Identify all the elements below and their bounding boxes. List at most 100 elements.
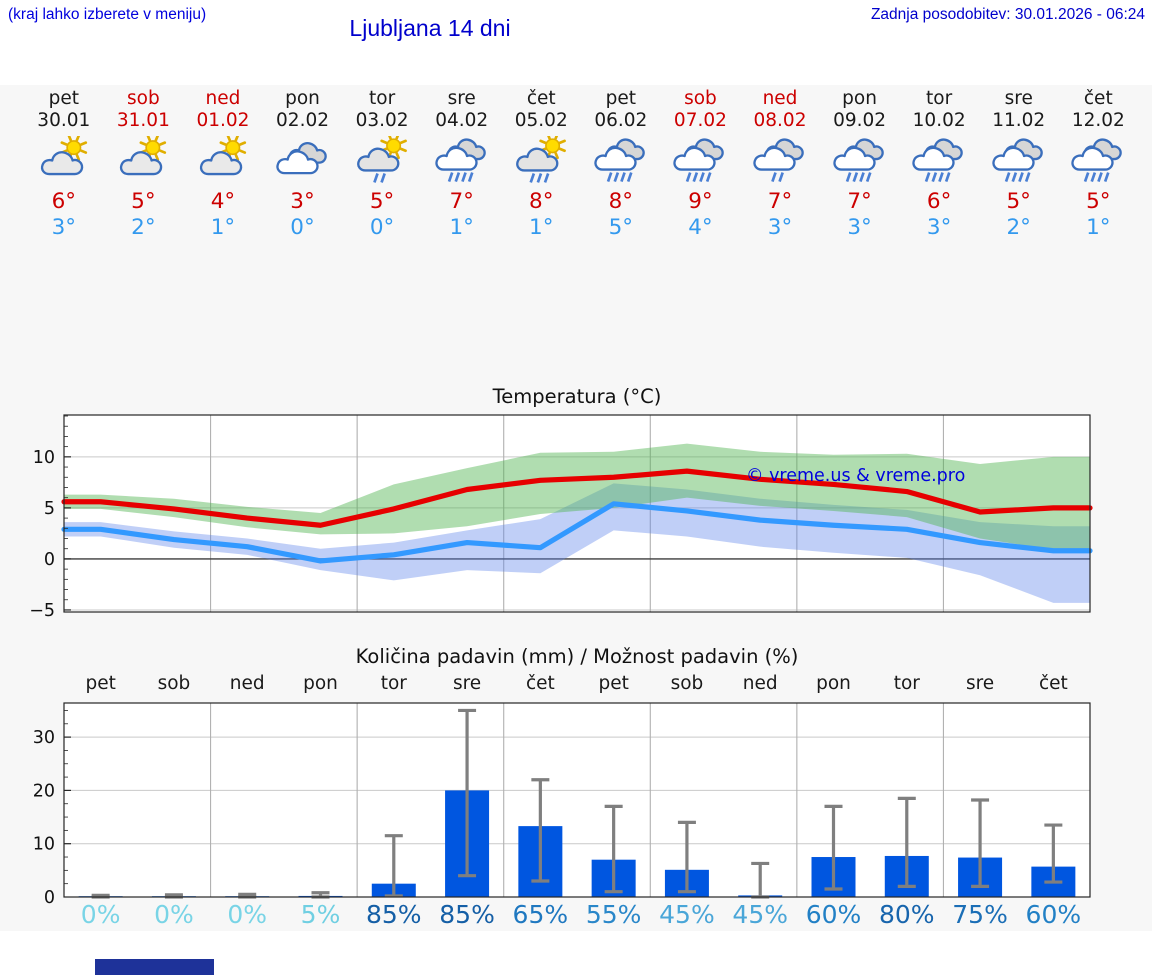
precip-probability: 80% — [878, 900, 935, 929]
day-column-02.02[interactable]: pon 02.02 3° 0° — [263, 88, 343, 241]
clouds-rain-icon — [912, 138, 963, 182]
temp-max: 7° — [847, 189, 872, 214]
day-date: 07.02 — [673, 110, 727, 131]
day-date: 06.02 — [594, 110, 648, 131]
precip-probability: 0% — [154, 900, 194, 929]
day-name: sob — [127, 88, 160, 109]
temp-min: 0° — [290, 215, 315, 240]
precip-day-label: sre — [452, 673, 482, 694]
precip-probability: 0% — [227, 900, 268, 929]
day-date: 11.02 — [992, 110, 1046, 131]
day-column-07.02[interactable]: sob 07.02 9° 4° — [661, 88, 741, 241]
precip-probability: 60% — [1025, 900, 1082, 929]
temp-max: 5° — [369, 189, 395, 214]
temp-max: 5° — [1006, 189, 1031, 214]
precipitation-chart-title: Količina padavin (mm) / Možnost padavin … — [355, 645, 799, 668]
day-name: pet — [605, 88, 637, 109]
temp-max: 7° — [767, 189, 793, 214]
temp-max: 9° — [688, 189, 713, 214]
temp-min: 1° — [1086, 215, 1111, 240]
temp-max: 8° — [608, 189, 634, 214]
sun-cloud-icon — [120, 136, 167, 176]
temp-min: 3° — [926, 215, 952, 240]
day-name: sre — [447, 88, 476, 109]
temp-min: 5° — [608, 215, 634, 240]
day-column-05.02[interactable]: čet 05.02 8° 1° — [501, 88, 581, 241]
day-column-30.01[interactable]: pet 30.01 6° 3° — [24, 88, 104, 241]
temp-max: 6° — [926, 189, 952, 214]
day-column-12.02[interactable]: čet 12.02 5° 1° — [1059, 88, 1139, 241]
precip-probability: 75% — [952, 900, 1008, 929]
day-date: 09.02 — [833, 110, 887, 131]
temp-min: 1° — [529, 215, 554, 240]
temp-max: 4° — [210, 189, 236, 214]
precip-probability: 85% — [365, 900, 422, 929]
precip-day-label: sre — [965, 673, 995, 694]
day-date: 05.02 — [514, 110, 568, 131]
precip-probability: 55% — [585, 900, 642, 929]
day-date: 04.02 — [435, 110, 489, 131]
day-date: 08.02 — [753, 110, 807, 131]
precip-day-label: čet — [525, 673, 555, 694]
temp-max: 5° — [131, 189, 156, 214]
temp-min: 1° — [210, 215, 236, 240]
precip-day-label: ned — [229, 673, 265, 694]
day-date: 02.02 — [276, 110, 329, 131]
precip-day-label: pon — [816, 673, 851, 694]
precip-day-label: tor — [380, 673, 407, 694]
temperature-chart-title: Temperatura (°C) — [492, 385, 662, 408]
last-update-text: Zadnja posodobitev: 30.01.2026 - 06:24 — [870, 6, 1145, 23]
day-column-31.01[interactable]: sob 31.01 5° 2° — [104, 88, 184, 241]
precip-probability: 45% — [732, 900, 788, 929]
day-name: pon — [842, 88, 877, 109]
day-name: čet — [526, 88, 556, 109]
day-name: tor — [926, 88, 953, 109]
menu-hint-text: (kraj lahko izberete v meniju) — [8, 6, 207, 23]
precip-day-label: sob — [670, 673, 704, 694]
day-date: 30.01 — [37, 110, 91, 131]
temp-min: 3° — [51, 215, 76, 240]
day-column-03.02[interactable]: tor 03.02 5° 0° — [342, 88, 422, 241]
days-row: pet 30.01 6° 3° sob 31.01 5° 2° ned 01.02 4° 1° pon 0… — [24, 88, 1138, 241]
day-date: 10.02 — [912, 110, 966, 131]
forecast-panel: pet 30.01 6° 3° sob 31.01 5° 2° ned 01.02 4° 1° pon 0… — [0, 85, 1152, 931]
temp-min: 2° — [131, 215, 156, 240]
page-title: Ljubljana 14 dni — [349, 15, 511, 41]
precip-probability: 65% — [512, 900, 569, 929]
precip-probability: 0% — [80, 900, 121, 929]
precip-day-label: pet — [598, 673, 629, 694]
day-column-04.02[interactable]: sre 04.02 7° 1° — [422, 88, 502, 241]
day-name: ned — [205, 88, 241, 109]
temp-max: 3° — [290, 189, 315, 214]
day-date: 03.02 — [355, 110, 409, 131]
temp-max: 8° — [529, 189, 554, 214]
sun-cloud-rain-icon — [516, 136, 567, 183]
precip-day-label: sob — [157, 673, 191, 694]
precip-probability: 60% — [805, 900, 862, 929]
day-column-06.02[interactable]: pet 06.02 8° 5° — [581, 88, 661, 241]
clouds-rain-icon — [753, 138, 804, 182]
day-date: 12.02 — [1071, 110, 1125, 131]
temp-max: 7° — [449, 189, 474, 214]
temp-min: 3° — [847, 215, 872, 240]
sun-cloud-icon — [199, 136, 247, 176]
temp-min: 3° — [767, 215, 793, 240]
precip-day-label: čet — [1038, 673, 1068, 694]
precip-day-label: ned — [742, 673, 778, 694]
footer-bar — [95, 959, 214, 975]
precip-probability: 5% — [300, 900, 341, 929]
day-column-01.02[interactable]: ned 01.02 4° 1° — [183, 88, 263, 241]
watermark-link[interactable]: © vreme.us & vreme.pro — [746, 466, 966, 486]
precip-probability: 45% — [659, 900, 715, 929]
day-column-10.02[interactable]: tor 10.02 6° 3° — [899, 88, 979, 241]
clouds-rain-icon — [832, 138, 884, 182]
temp-min: 4° — [688, 215, 713, 240]
day-column-11.02[interactable]: sre 11.02 5° 2° — [979, 88, 1059, 241]
day-column-09.02[interactable]: pon 09.02 7° 3° — [820, 88, 900, 241]
day-name: sob — [684, 88, 717, 109]
precip-day-label: pet — [85, 673, 116, 694]
sun-cloud-rain-icon — [357, 136, 408, 183]
day-column-08.02[interactable]: ned 08.02 7° 3° — [740, 88, 820, 241]
precip-day-label: tor — [893, 673, 920, 694]
